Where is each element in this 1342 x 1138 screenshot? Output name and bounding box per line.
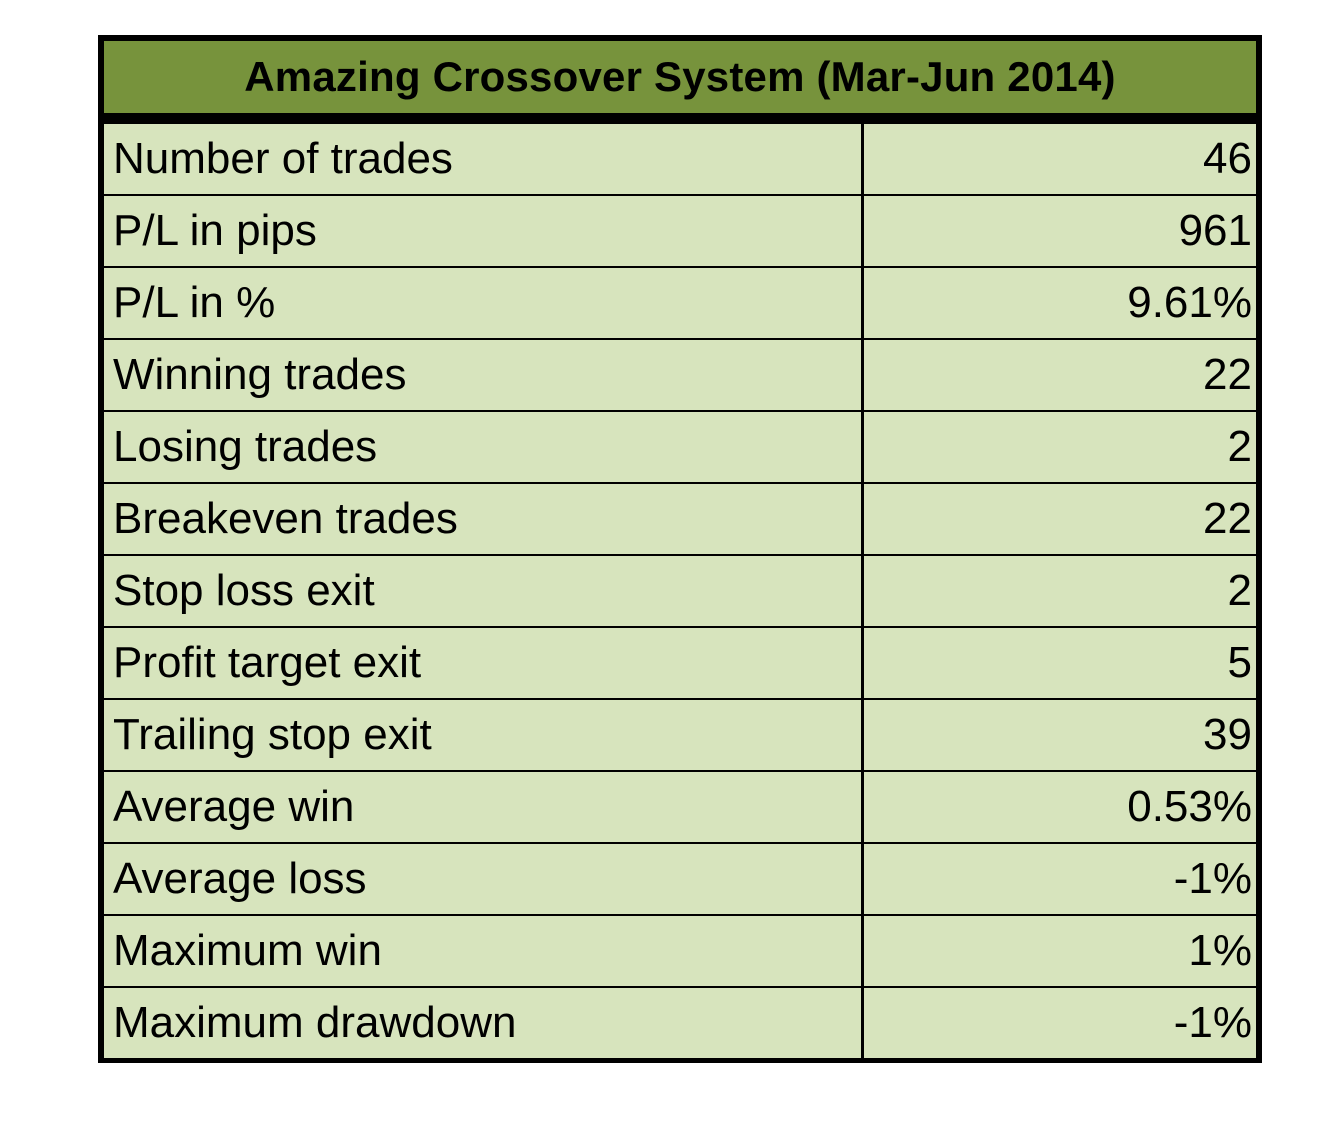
table-row: Average win 0.53% xyxy=(104,772,1256,842)
table-title: Amazing Crossover System (Mar-Jun 2014) xyxy=(244,53,1116,100)
row-label: P/L in % xyxy=(104,268,861,338)
row-value: 2 xyxy=(864,556,1256,626)
row-value: 2 xyxy=(864,412,1256,482)
row-label: Profit target exit xyxy=(104,628,861,698)
row-label: P/L in pips xyxy=(104,196,861,266)
header-divider xyxy=(104,115,1256,124)
table-row: P/L in pips 961 xyxy=(104,196,1256,266)
stats-table: Amazing Crossover System (Mar-Jun 2014) … xyxy=(98,35,1262,1063)
row-value: 22 xyxy=(864,340,1256,410)
table-row: Winning trades 22 xyxy=(104,340,1256,410)
table-row: Trailing stop exit 39 xyxy=(104,700,1256,770)
row-value: 9.61% xyxy=(864,268,1256,338)
table-row: Average loss -1% xyxy=(104,844,1256,914)
row-label: Winning trades xyxy=(104,340,861,410)
table-row: Stop loss exit 2 xyxy=(104,556,1256,626)
row-label: Trailing stop exit xyxy=(104,700,861,770)
table-row: Maximum win 1% xyxy=(104,916,1256,986)
row-value: 22 xyxy=(864,484,1256,554)
row-value: 0.53% xyxy=(864,772,1256,842)
row-label: Average loss xyxy=(104,844,861,914)
table-row: Profit target exit 5 xyxy=(104,628,1256,698)
row-label: Maximum drawdown xyxy=(104,988,861,1058)
table-body: Number of trades 46 P/L in pips 961 P/L … xyxy=(104,124,1256,1058)
row-label: Number of trades xyxy=(104,124,861,194)
row-value: -1% xyxy=(864,844,1256,914)
table-row: Losing trades 2 xyxy=(104,412,1256,482)
row-value: 46 xyxy=(864,124,1256,194)
row-value: 961 xyxy=(864,196,1256,266)
table-row: P/L in % 9.61% xyxy=(104,268,1256,338)
row-value: 1% xyxy=(864,916,1256,986)
table-row: Number of trades 46 xyxy=(104,124,1256,194)
row-label: Losing trades xyxy=(104,412,861,482)
row-label: Stop loss exit xyxy=(104,556,861,626)
row-value: 39 xyxy=(864,700,1256,770)
row-label: Breakeven trades xyxy=(104,484,861,554)
row-label: Average win xyxy=(104,772,861,842)
row-label: Maximum win xyxy=(104,916,861,986)
table-row: Breakeven trades 22 xyxy=(104,484,1256,554)
row-value: -1% xyxy=(864,988,1256,1058)
table-row: Maximum drawdown -1% xyxy=(104,988,1256,1058)
row-value: 5 xyxy=(864,628,1256,698)
table-header: Amazing Crossover System (Mar-Jun 2014) xyxy=(104,41,1256,115)
